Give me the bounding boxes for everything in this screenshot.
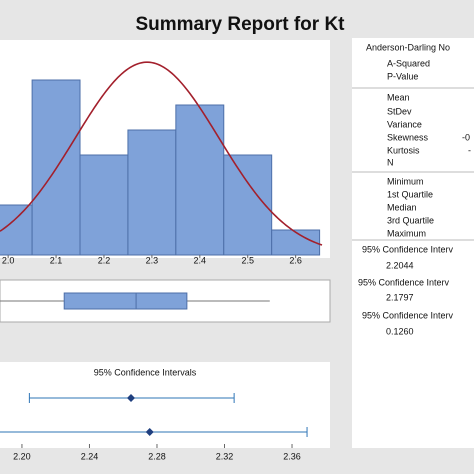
bar xyxy=(79,154,129,256)
summary-text: Anderson-Darling No A-Squared P-Value Mean S… xyxy=(352,42,474,336)
interval-heading: 95% Confidence Interv xyxy=(362,310,454,320)
normal-curve xyxy=(0,61,323,246)
interval-heading: 95% Confidence Interv xyxy=(358,277,450,287)
stat-label: Mean xyxy=(387,92,410,102)
interval-heading: 95% Confidence Interv xyxy=(362,244,454,254)
x-tick-label: 2.24 xyxy=(81,451,99,461)
stat-value: - xyxy=(468,145,471,155)
interval-panel xyxy=(0,362,330,448)
x-tick-label: 2.20 xyxy=(13,451,31,461)
stat-label: StDev xyxy=(387,106,412,116)
axis-labels: 2.0 2.1 2.2 2.3 2.4 2.5 2.6 95% Confidence Inte… xyxy=(2,255,302,461)
stat-label: Minimum xyxy=(387,176,424,186)
interval-title: 95% Confidence Intervals xyxy=(94,367,197,377)
stat-label: N xyxy=(387,157,394,167)
estimate xyxy=(145,428,154,436)
bar xyxy=(271,229,321,256)
interval-plot xyxy=(0,393,308,448)
x-tick-label: 2.6 xyxy=(289,255,302,265)
boxplot xyxy=(0,292,270,310)
bar xyxy=(175,104,225,256)
stat-label: 1st Quartile xyxy=(387,189,433,199)
estimate xyxy=(126,394,135,402)
stat-label: Kurtosis xyxy=(387,145,420,155)
bar xyxy=(127,129,177,256)
stat-value: -0 xyxy=(462,132,470,142)
summary-panel xyxy=(352,38,474,448)
x-tick-label: 2.28 xyxy=(148,451,166,461)
stat-label: Maximum xyxy=(387,228,426,238)
x-tick-label: 2.3 xyxy=(146,255,159,265)
interval-value: 0.1260 xyxy=(386,326,414,336)
histogram xyxy=(0,61,323,256)
stat-label: 3rd Quartile xyxy=(387,215,434,225)
stat-label: P-Value xyxy=(387,71,418,81)
x-tick-label: 2.1 xyxy=(50,255,63,265)
section-heading: Anderson-Darling No xyxy=(366,42,450,52)
interval-value: 2.1797 xyxy=(386,292,414,302)
box xyxy=(63,292,188,310)
report-title: Summary Report for Kt xyxy=(135,14,345,35)
stat-label: Variance xyxy=(387,119,422,129)
x-tick-label: 2.0 xyxy=(2,255,15,265)
stat-label: A-Squared xyxy=(387,58,430,68)
interval-value: 2.2044 xyxy=(386,260,414,270)
x-tick-label: 2.2 xyxy=(98,255,111,265)
x-tick-label: 2.5 xyxy=(241,255,254,265)
x-tick-label: 2.36 xyxy=(283,451,301,461)
x-tick-label: 2.4 xyxy=(194,255,207,265)
bar xyxy=(0,204,33,256)
stat-label: Median xyxy=(387,202,417,212)
stat-label: Skewness xyxy=(387,132,429,142)
bar xyxy=(223,154,273,256)
x-tick-label: 2.32 xyxy=(216,451,234,461)
